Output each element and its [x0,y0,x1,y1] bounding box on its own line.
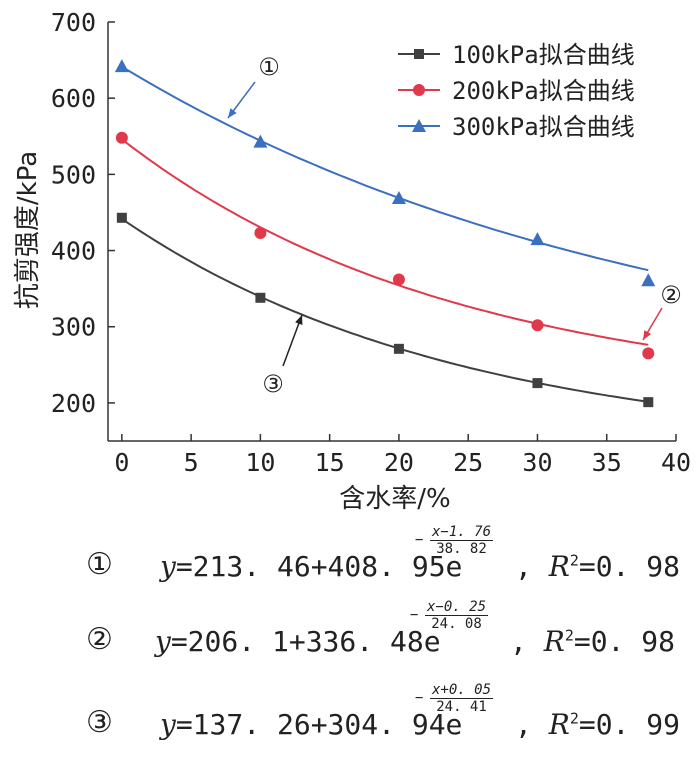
annotation-3-label: ③ [262,370,284,398]
x-tick-label: 5 [184,448,199,477]
annotation-2-label: ② [660,281,682,309]
data-point [532,378,543,389]
x-tick-label: 40 [661,448,691,477]
data-point [530,232,545,246]
x-tick-label: 10 [245,448,275,477]
annotation-2-arrowhead [643,330,652,340]
data-point [643,397,654,408]
annotation-3-arrowhead [295,315,303,325]
y-axis-title: 抗剪强度/kPa [13,151,43,309]
equation-exponent-fraction: x−1. 76 38. 82 [430,524,494,557]
legend-entry: 300kPa拟合曲线 [452,113,635,141]
equation-r-squared: , R2=0. 98 [510,625,675,658]
equation-number: ③ [86,705,113,740]
y-tick-label: 500 [51,160,96,189]
data-point [115,131,128,144]
fit-curve-1 [121,218,649,403]
x-tick-label: 15 [315,448,345,477]
legend-entry: 100kPa拟合曲线 [452,41,635,69]
equation-body: y=206. 1+336. 48e [155,625,441,658]
equation-r-squared: , R2=0. 99 [515,708,680,741]
equation-number: ② [86,622,113,657]
legend-entry: 200kPa拟合曲线 [452,77,635,105]
x-tick-label: 0 [114,448,129,477]
data-point [642,347,655,360]
axes [107,21,677,442]
legend-marker [414,49,424,59]
shear-strength-chart: 200 300 400 500 600 700 0 5 10 15 20 25 30 35 40 100kP… [13,8,691,514]
equation-exponent: − [415,532,424,548]
annotation-1-arrowhead [228,108,237,118]
data-point [253,134,268,148]
data-point [114,59,129,73]
equation-number: ① [86,547,113,582]
equation-exponent: − [415,690,424,706]
fit-curves [121,65,649,403]
equation-exponent-fraction: x−0. 25 24. 08 [425,599,489,632]
y-tick-label: 300 [51,313,96,342]
annotation-1-label: ① [258,53,280,81]
legend-marker [412,119,426,132]
equation-body: y=137. 26+304. 94e [160,708,463,741]
y-tick-label: 200 [51,389,96,418]
legend-marker [413,84,425,96]
x-tick-label: 30 [522,448,552,477]
data-point [254,227,267,240]
fit-curve-3 [121,65,649,272]
x-tick-label: 35 [592,448,622,477]
y-tick-label: 400 [51,237,96,266]
legend: 100kPa拟合曲线 200kPa拟合曲线 300kPa拟合曲线 [398,41,635,141]
y-tick-label: 700 [51,8,96,37]
equation-r-squared: , R2=0. 98 [515,550,680,583]
tick-labels: 200 300 400 500 600 700 0 5 10 15 20 25 30 35 40 [51,8,691,477]
equation-body: y=213. 46+408. 95e [160,550,463,583]
fit-equation-2: ② y=206. 1+336. 48e − x−0. 25 24. 08 , R2=0. … [0,599,699,675]
data-point [392,273,405,286]
data-point [255,292,266,303]
data-point [391,190,406,204]
fit-curve-2 [121,138,649,346]
data-markers [114,59,656,408]
data-point [116,212,127,223]
curve-annotations: ① ② ③ [227,53,682,398]
equation-exponent-fraction: x+0. 05 24. 41 [430,682,494,715]
y-tick-label: 600 [51,84,96,113]
data-point [393,343,404,354]
fit-equation-3: ③ y=137. 26+304. 94e − x+0. 05 24. 41 , R2=0.… [0,682,699,758]
data-point [641,273,656,287]
x-tick-label: 25 [453,448,483,477]
equation-exponent: − [410,607,419,623]
data-point [531,319,544,332]
x-tick-label: 20 [384,448,414,477]
fit-equation-1: ① y=213. 46+408. 95e − x−1. 76 38. 82 , R2=0.… [0,524,699,600]
x-axis-title: 含水率/% [339,484,450,514]
